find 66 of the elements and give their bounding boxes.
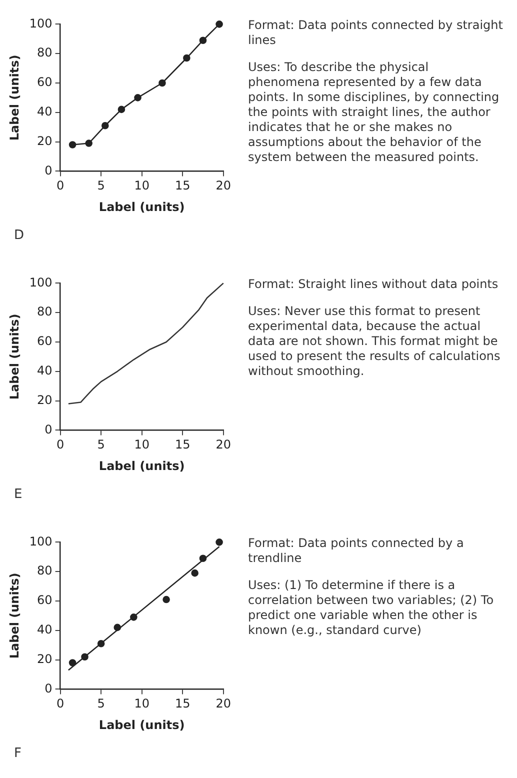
text: Uses: Never use this format to present experimental data, because the actual data are not shown. This format might be used to present the results of calculations without smoothing. bbox=[248, 304, 502, 379]
point bbox=[68, 659, 76, 666]
y-tick-label: 60 bbox=[37, 334, 52, 348]
point bbox=[183, 54, 190, 62]
point bbox=[162, 596, 170, 604]
x-tick-label: 0 bbox=[56, 178, 64, 193]
x-tick-label: 10 bbox=[134, 696, 150, 711]
point bbox=[118, 106, 126, 114]
y-tick-label: 40 bbox=[37, 364, 52, 378]
text: Format: Data points connected by a trendline bbox=[248, 536, 465, 566]
y-tick-label: 20 bbox=[37, 652, 52, 666]
x-tick-label: 0 bbox=[56, 438, 64, 452]
x-tick-label: 10 bbox=[134, 438, 150, 452]
point bbox=[199, 554, 207, 562]
point bbox=[130, 614, 138, 621]
point bbox=[134, 94, 142, 102]
y-tick-label: 100 bbox=[29, 16, 52, 30]
text: E bbox=[14, 487, 22, 502]
y-tick-label: 80 bbox=[37, 304, 52, 319]
point bbox=[68, 141, 76, 148]
x-tick-label: 15 bbox=[174, 178, 190, 193]
y-tick-label: 20 bbox=[37, 134, 52, 148]
x-tick-label: 10 bbox=[134, 178, 150, 193]
y-tick-label: 60 bbox=[37, 593, 52, 608]
point bbox=[216, 20, 223, 28]
y-tick-label: 100 bbox=[29, 275, 52, 290]
point bbox=[199, 36, 207, 44]
x-tick-label: 5 bbox=[97, 696, 105, 711]
x-tick-label: 0 bbox=[56, 696, 64, 711]
text: Format: Straight lines without data points bbox=[248, 277, 500, 292]
x-tick-label: 5 bbox=[97, 178, 105, 193]
point bbox=[158, 79, 166, 87]
x-tick-label: 15 bbox=[174, 438, 190, 452]
x-tick-label: 20 bbox=[216, 696, 232, 711]
x-tick-label: 20 bbox=[216, 438, 232, 452]
y-axis-title: Label (units) bbox=[7, 314, 22, 400]
y-axis-title: Label (units) bbox=[7, 54, 22, 141]
x-axis-title: Label (units) bbox=[98, 200, 185, 214]
point bbox=[216, 538, 223, 546]
y-tick-label: 80 bbox=[37, 564, 52, 578]
y-tick-label: 0 bbox=[44, 681, 52, 696]
text: Uses: (1) To determine if there is a correlation between two variables; (2) To predict one variable when the other is known (e.g., standard curve) bbox=[248, 578, 495, 638]
x-tick-label: 20 bbox=[216, 178, 232, 193]
y-tick-label: 0 bbox=[44, 422, 52, 436]
text: D bbox=[14, 228, 24, 243]
y-tick-label: 40 bbox=[37, 622, 52, 637]
y-tick-label: 40 bbox=[37, 104, 52, 119]
text: F bbox=[14, 746, 22, 761]
point bbox=[101, 122, 109, 130]
point bbox=[97, 640, 105, 648]
y-tick-label: 60 bbox=[37, 75, 52, 90]
text: Uses: To describe the physical phenomena represented by a few data points. In some disciplines, by connecting the points with straight lines, the author indicates that he or she makes no assumptions about the behavior of the system between the measured points. bbox=[248, 60, 500, 165]
point bbox=[85, 140, 92, 147]
point bbox=[114, 624, 122, 632]
y-tick-label: 20 bbox=[37, 392, 52, 407]
y-axis-title: Label (units) bbox=[7, 572, 22, 659]
x-axis-title: Label (units) bbox=[98, 718, 185, 732]
y-tick-label: 80 bbox=[37, 46, 52, 60]
y-tick-label: 0 bbox=[44, 163, 52, 178]
y-tick-label: 100 bbox=[29, 534, 52, 548]
text: Format: Data points connected by straight lines bbox=[248, 18, 503, 48]
x-tick-label: 15 bbox=[174, 696, 190, 711]
point bbox=[81, 653, 88, 661]
x-axis-title: Label (units) bbox=[98, 458, 185, 473]
point bbox=[191, 569, 198, 577]
x-tick-label: 5 bbox=[97, 438, 105, 452]
